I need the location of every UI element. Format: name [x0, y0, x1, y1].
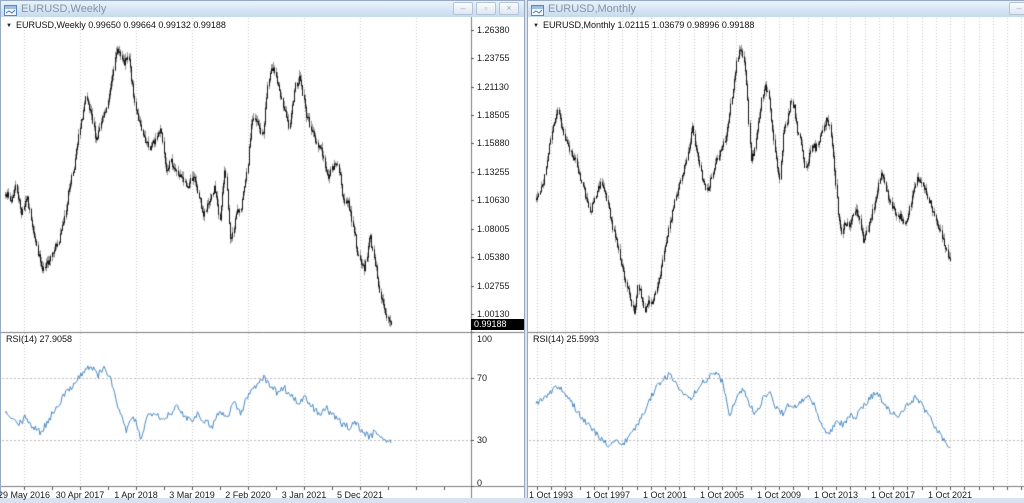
- ohlc-text: EURUSD,Weekly 0.99650 0.99664 0.99132 0.…: [15, 20, 226, 30]
- ohlc-text: EURUSD,Monthly 1.02115 1.03679 0.98996 0…: [542, 20, 755, 30]
- price-axis-label: 1.21130: [477, 81, 509, 92]
- rsi-indicator-label: RSI(14) 25.5993: [533, 334, 600, 344]
- chart-window-icon: [4, 3, 17, 16]
- date-axis-label: 1 Oct 2021: [927, 490, 973, 500]
- date-axis-label: 1 Oct 2001: [642, 490, 688, 500]
- date-axis-label: 1 Oct 1993: [528, 490, 574, 500]
- date-axis-label: 1 Oct 2009: [756, 490, 802, 500]
- window-controls: –: [1009, 2, 1024, 15]
- date-axis-label: 1 Oct 2005: [699, 490, 745, 500]
- rsi-axis-label: 70: [477, 373, 488, 384]
- window-title: EURUSD,Weekly: [21, 3, 107, 15]
- rsi-axis-label: 30: [477, 434, 488, 445]
- date-axis-label: 1 Apr 2018: [114, 490, 158, 500]
- price-axis-label: 1.08005: [477, 223, 510, 234]
- chart-area-weekly: ▼ EURUSD,Weekly 0.99650 0.99664 0.99132 0…: [0, 17, 524, 500]
- price-axis-label: 1.18505: [477, 109, 510, 120]
- date-axis-label: 5 Dec 2021: [336, 490, 384, 500]
- date-axis-label: 3 Jan 2021: [281, 490, 327, 500]
- date-axis-label: 1 Oct 1997: [585, 490, 631, 500]
- chart-window-monthly: EURUSD,Monthly – ▼ EURUSD,Monthly 1.02115…: [527, 0, 1024, 500]
- date-axis-label: 3 Mar 2019: [169, 490, 215, 500]
- symbol-dropdown-icon[interactable]: ▼: [533, 23, 539, 29]
- date-axis-label: 30 Apr 2017: [55, 490, 105, 500]
- chart-window-weekly: EURUSD,Weekly – ▫ × ▼ EURUSD,Weekly 0.996…: [0, 0, 525, 500]
- symbol-dropdown-icon[interactable]: ▼: [6, 23, 12, 29]
- date-axis-label: 1 Oct 2013: [813, 490, 859, 500]
- rsi-axis-label: 0: [477, 478, 483, 488]
- price-axis-label: 1.02755: [477, 280, 510, 291]
- minimize-button[interactable]: –: [453, 2, 473, 15]
- candlestick-chart-monthly[interactable]: [528, 17, 1024, 498]
- window-title: EURUSD,Monthly: [548, 3, 637, 15]
- price-axis-label: 1.13255: [477, 166, 510, 177]
- current-price-badge: 0.99188: [471, 319, 524, 330]
- price-axis-label: 1.05380: [477, 252, 510, 263]
- rsi-indicator-label: RSI(14) 27.9058: [6, 334, 73, 344]
- chart-window-icon: [531, 3, 544, 16]
- titlebar-weekly[interactable]: EURUSD,Weekly – ▫ ×: [1, 1, 524, 18]
- price-axis-label: 1.23755: [477, 53, 510, 64]
- candlestick-chart-weekly[interactable]: [1, 17, 524, 498]
- titlebar-monthly[interactable]: EURUSD,Monthly –: [528, 1, 1024, 18]
- price-axis-label: 1.26380: [477, 24, 510, 35]
- close-button[interactable]: ×: [499, 2, 519, 15]
- minimize-button[interactable]: –: [1009, 2, 1024, 15]
- price-axis-label: 1.10630: [477, 195, 510, 206]
- date-axis-label: 2 Feb 2020: [225, 490, 271, 500]
- ohlc-info-line: ▼ EURUSD,Weekly 0.99650 0.99664 0.99132 0…: [6, 20, 226, 30]
- date-axis-label: 1 Oct 2017: [870, 490, 916, 500]
- chart-area-monthly: ▼ EURUSD,Monthly 1.02115 1.03679 0.98996 …: [528, 17, 1024, 500]
- price-axis-label: 1.15880: [477, 138, 510, 149]
- rsi-axis-label: 100: [477, 334, 493, 344]
- restore-button[interactable]: ▫: [476, 2, 496, 15]
- window-controls: – ▫ ×: [453, 2, 519, 15]
- date-axis-label: 29 May 2016: [0, 490, 51, 500]
- price-axis-label: 1.00130: [477, 309, 510, 320]
- ohlc-info-line: ▼ EURUSD,Monthly 1.02115 1.03679 0.98996 …: [533, 20, 754, 30]
